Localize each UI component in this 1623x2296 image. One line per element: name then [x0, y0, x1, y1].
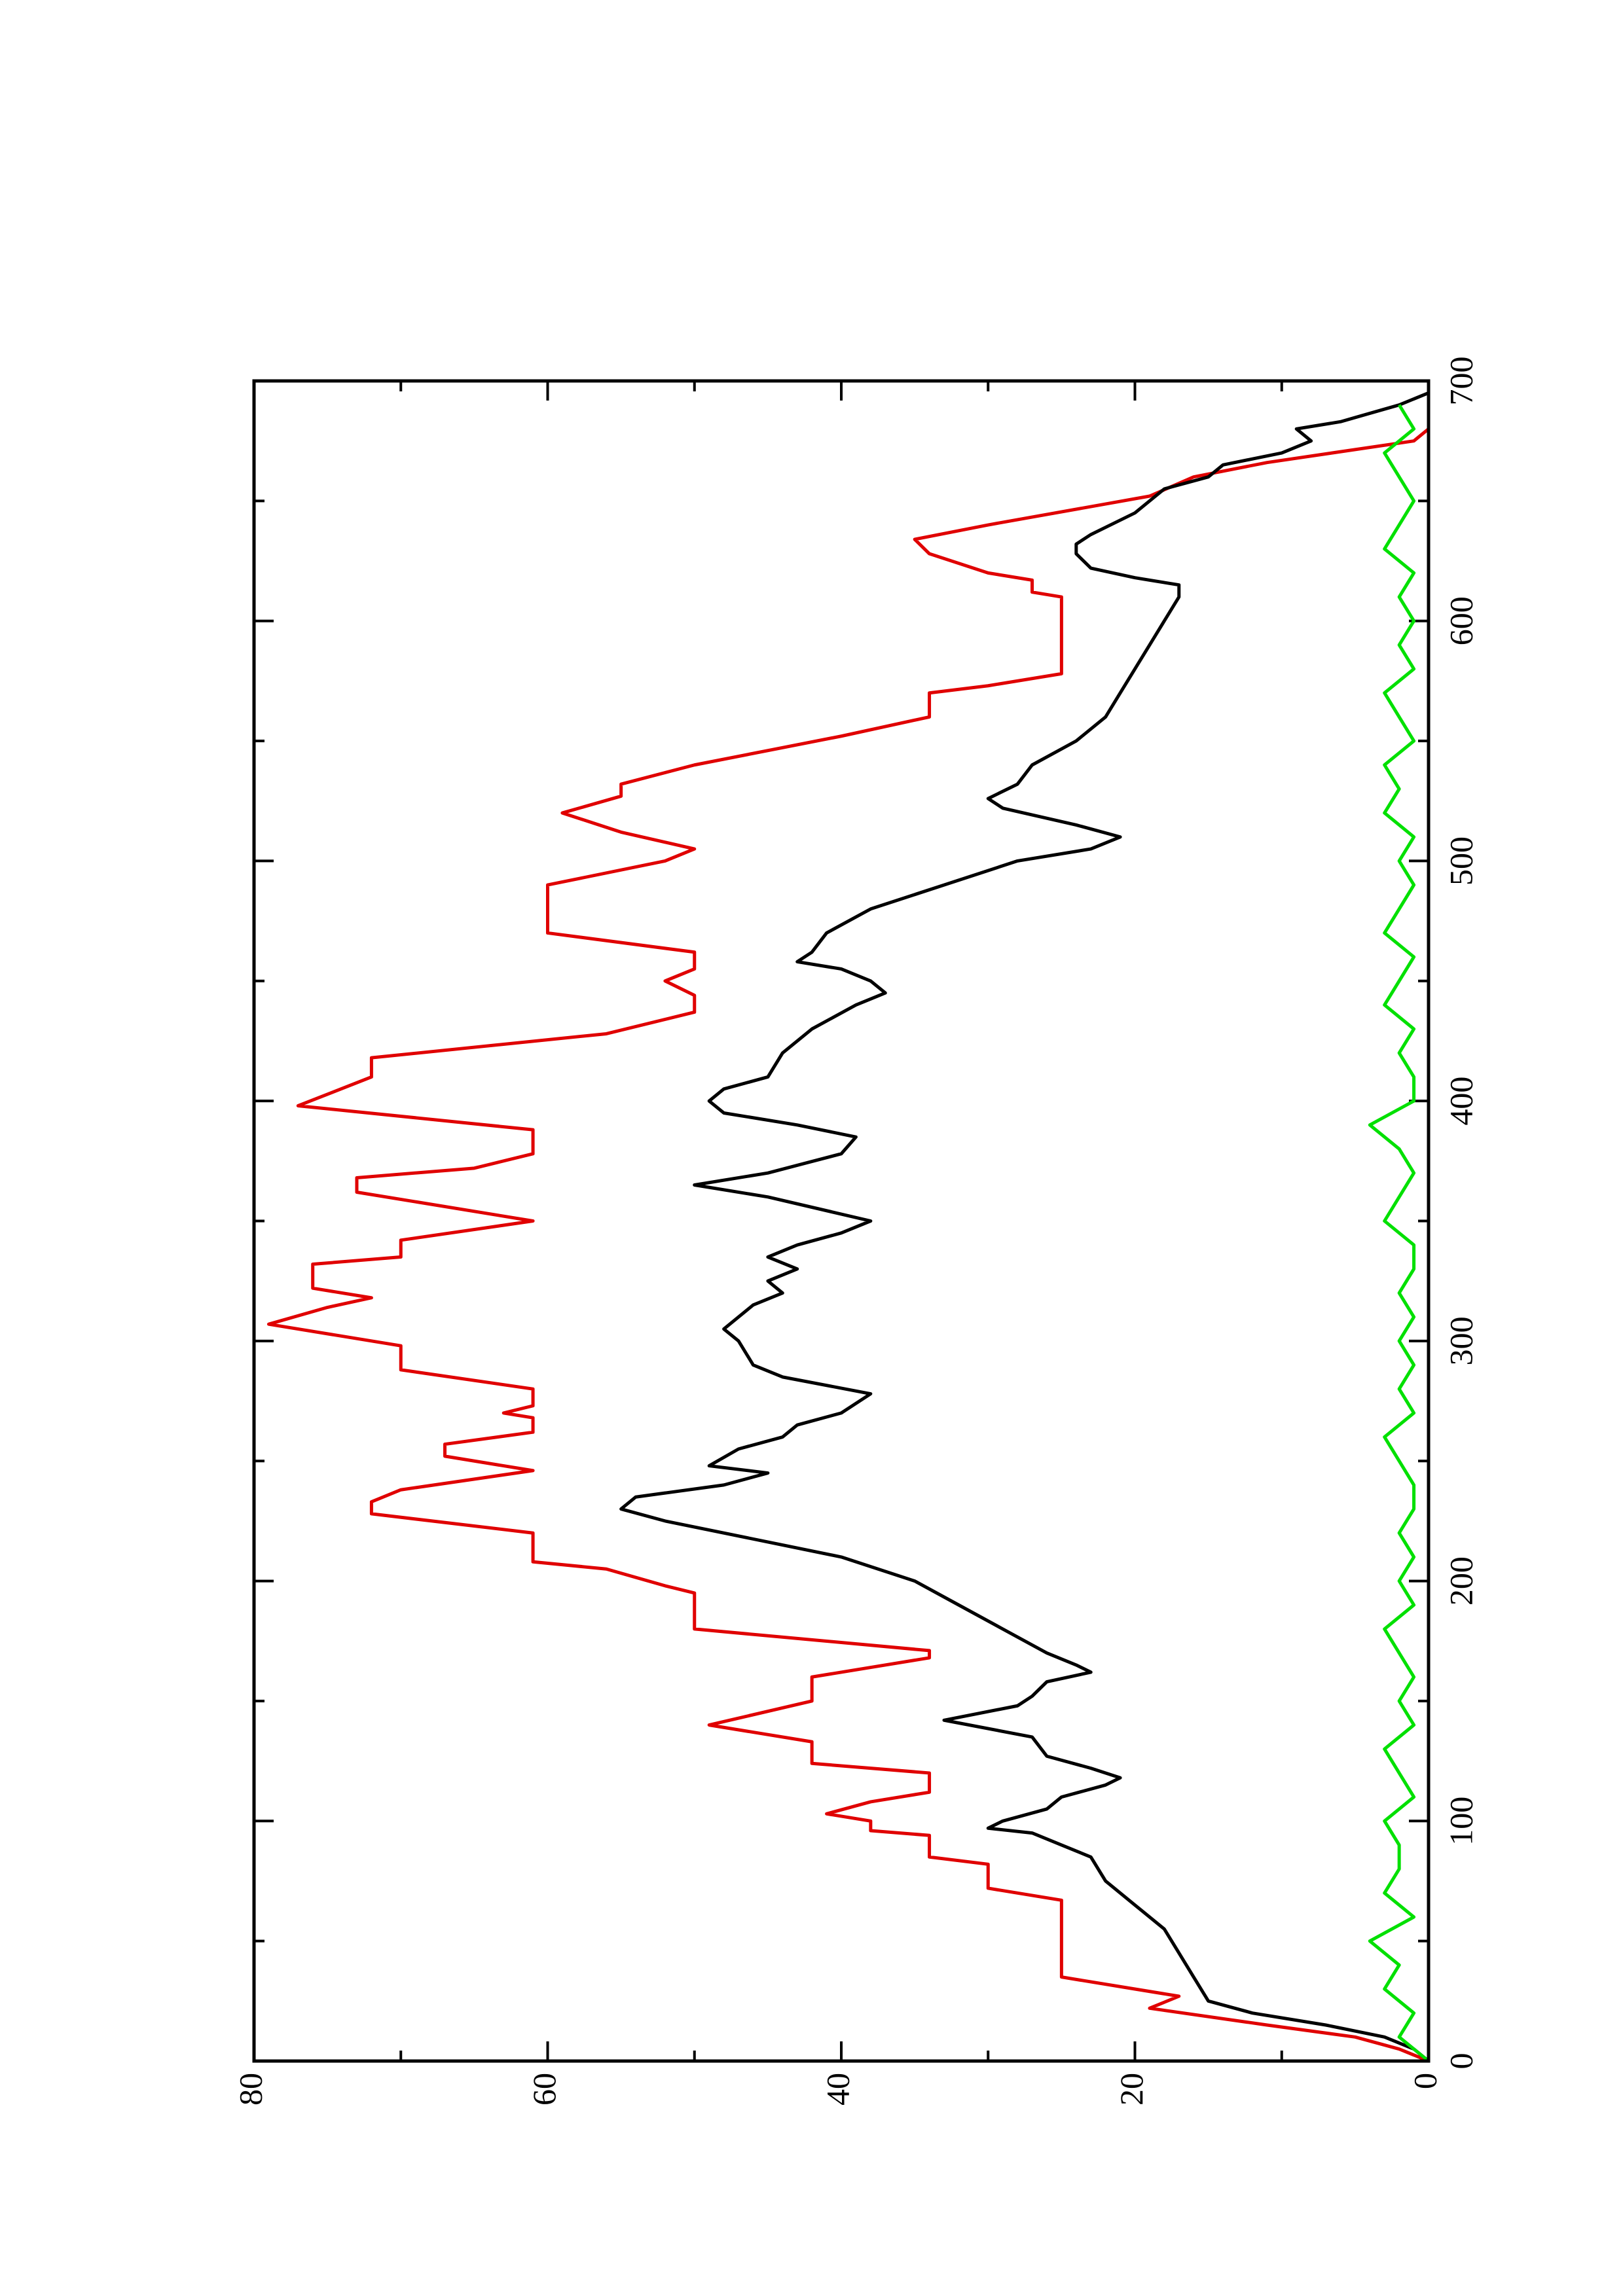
series-line	[1368, 404, 1430, 2062]
x-tick-label: 600	[1442, 596, 1479, 645]
y-tick-label: 20	[1113, 2073, 1150, 2106]
x-tick-label: 200	[1442, 1556, 1479, 1605]
y-tick-label: 40	[819, 2073, 856, 2106]
x-tick-label: 700	[1442, 357, 1479, 406]
plot-area: 0 100 200 300 400 500 600 700 0 20 40 60 80	[232, 357, 1479, 2106]
x-tick-label: 0	[1442, 2053, 1479, 2070]
x-tick-label: 400	[1442, 1077, 1479, 1126]
y-tick-label: 80	[232, 2073, 268, 2106]
y-tick-label: 0	[1406, 2073, 1443, 2089]
series-line	[266, 427, 1430, 2063]
x-tick-label: 100	[1442, 1797, 1479, 1846]
y-tick-label: 60	[526, 2073, 562, 2106]
series-line	[619, 391, 1430, 2062]
plot-frame	[252, 379, 1431, 2063]
x-tick-label: 500	[1442, 836, 1479, 886]
x-tick-label: 300	[1442, 1316, 1479, 1365]
